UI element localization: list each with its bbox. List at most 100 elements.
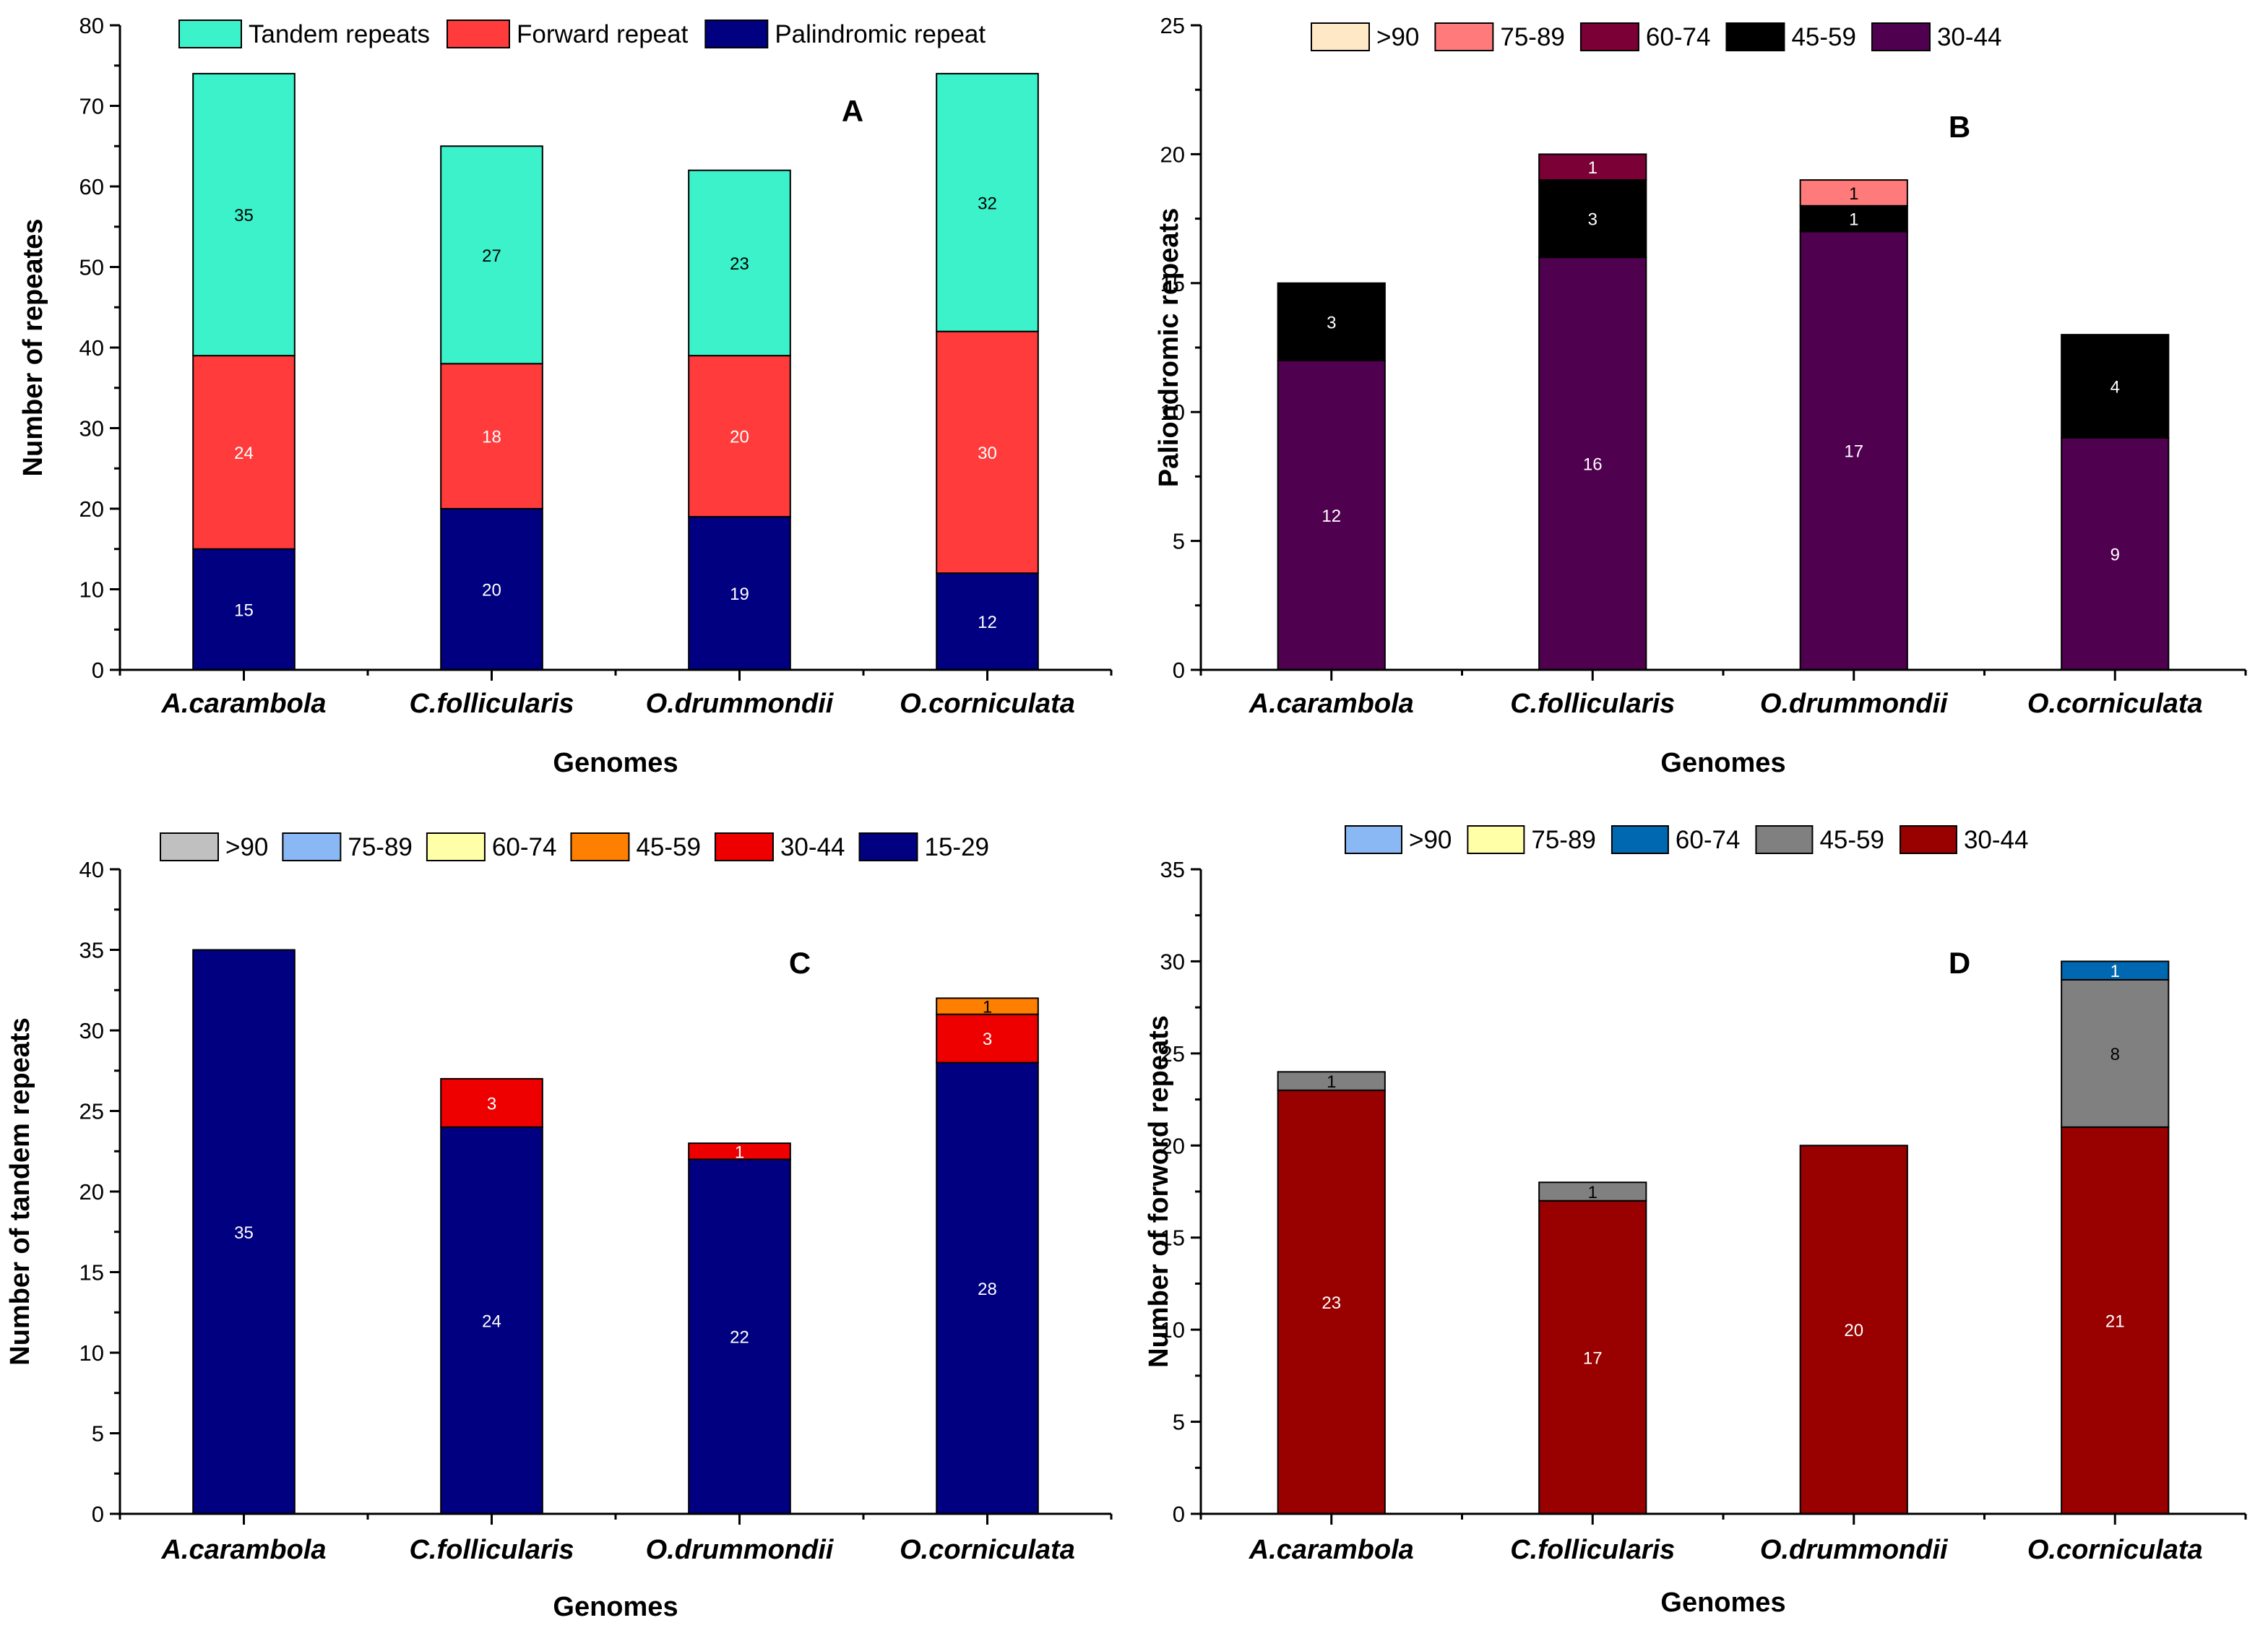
legend-swatch-15-29 — [858, 832, 918, 861]
y-tick-label: 25 — [1160, 13, 1185, 38]
bar-segment-30-44-o-corniculata — [2061, 1126, 2170, 1515]
data-label: 17 — [1844, 442, 1863, 462]
legend-swatch-palindromic-repeat — [704, 20, 769, 48]
x-tick-label-o-drummondii: O.drummondii — [646, 689, 835, 719]
data-label: 3 — [487, 1094, 496, 1114]
bar-segment-45-59-o-corniculata — [936, 997, 1039, 1015]
x-tick-label-a-carambola: A.carambola — [160, 689, 326, 719]
legend: >90 75-89 60-74 45-59 30-44 — [1311, 22, 2002, 51]
x-tick-label-o-corniculata: O.corniculata — [2027, 1535, 2203, 1565]
legend-swatch-90 — [160, 832, 219, 861]
legend-swatch-30-44 — [714, 832, 774, 861]
y-tick-label: 15 — [79, 1260, 104, 1285]
data-label: 12 — [978, 613, 997, 632]
legend-label-15-29: 15-29 — [925, 833, 990, 861]
y-tick-label: 0 — [1173, 658, 1185, 683]
data-label: 21 — [2105, 1311, 2125, 1331]
legend: >90 75-89 60-74 45-59 30-44 15-29 — [160, 832, 990, 861]
y-tick-label: 25 — [1160, 1041, 1185, 1067]
bar-segment-30-44-o-corniculata — [2061, 436, 2170, 671]
legend-label-tandem-repeats: Tandem repeats — [249, 20, 430, 48]
bar-segment-30-44-o-corniculata — [936, 1013, 1039, 1064]
bars: 35 24 22 28 3 1 3 1 — [192, 949, 1039, 1515]
y-tick-label: 30 — [1160, 949, 1185, 974]
data-label: 18 — [482, 428, 501, 447]
x-axis-title: Genomes — [553, 1592, 678, 1622]
bar-segment-30-44-c-follicularis — [440, 1077, 543, 1128]
panel-letter: C — [789, 946, 811, 980]
legend-swatch-30-44 — [1899, 825, 1957, 854]
bar-segment-tandem-repeats-a-carambola — [192, 72, 296, 357]
bar-segment-30-44-c-follicularis — [1538, 1199, 1647, 1515]
legend: Tandem repeats Forward repeat Palindromic … — [178, 20, 986, 48]
data-label: 24 — [234, 444, 254, 463]
bars: 15 20 19 12 24 18 20 30 35 27 23 32 — [192, 72, 1039, 671]
y-tick-label: 60 — [79, 174, 104, 199]
bar-segment-30-44-o-drummondii — [1799, 1145, 1908, 1515]
data-label: 12 — [1321, 507, 1341, 526]
legend-swatch-45-59 — [1755, 825, 1814, 854]
data-label: 35 — [234, 206, 254, 225]
panel-letter: D — [1949, 946, 1970, 980]
data-label: 3 — [1327, 313, 1336, 332]
legend-swatch-30-44 — [1871, 22, 1931, 51]
data-label: 9 — [2110, 545, 2120, 564]
bar-segment-60-74-o-corniculata — [2061, 960, 2170, 981]
legend-label-45-59: 45-59 — [1819, 826, 1884, 854]
bar-segment-palindromic-repeat-c-follicularis — [440, 508, 543, 671]
y-tick-label: 15 — [1160, 1226, 1185, 1251]
legend-label-90: >90 — [1409, 826, 1452, 854]
data-label: 20 — [1844, 1321, 1863, 1340]
bar-segment-45-59-a-carambola — [1277, 1071, 1386, 1091]
data-label: 23 — [1321, 1293, 1341, 1313]
y-tick-label: 20 — [1160, 1133, 1185, 1158]
panel-letter: A — [842, 94, 863, 128]
legend-label-75-89: 75-89 — [1500, 23, 1565, 51]
y-tick-label: 70 — [79, 94, 104, 119]
legend-label-30-44: 30-44 — [1964, 826, 2029, 854]
data-label: 28 — [978, 1280, 997, 1299]
bars: 23 17 20 21 1 1 8 1 — [1277, 960, 2170, 1515]
y-tick-label: 30 — [79, 1018, 104, 1043]
legend-swatch-75-89 — [1467, 825, 1525, 854]
y-axis-title: Number of forword repeats — [1144, 1015, 1174, 1368]
legend-label-30-44: 30-44 — [1937, 23, 2002, 51]
bar-segment-45-59-c-follicularis — [1538, 179, 1647, 259]
y-axis-title: Paliondromic repeats — [1154, 208, 1184, 487]
legend-swatch-75-89 — [1434, 22, 1494, 51]
bar-segment-30-44-o-drummondii — [1799, 231, 1908, 671]
bar-segment-forward-repeat-a-carambola — [192, 355, 296, 550]
data-label: 1 — [983, 998, 992, 1017]
y-tick-label: 35 — [1160, 857, 1185, 882]
data-label: 27 — [482, 246, 501, 266]
bar-segment-30-44-a-carambola — [1277, 359, 1386, 671]
data-label: 1 — [1588, 1183, 1597, 1202]
data-label: 24 — [482, 1311, 501, 1331]
bar-segment-45-59-c-follicularis — [1538, 1181, 1647, 1202]
legend-swatch-75-89 — [282, 832, 342, 861]
y-tick-label: 5 — [92, 1421, 104, 1447]
y-tick-label: 20 — [79, 1179, 104, 1205]
bar-segment-tandem-repeats-c-follicularis — [440, 145, 543, 365]
data-label: 1 — [735, 1142, 744, 1162]
y-tick-label: 5 — [1173, 529, 1185, 554]
y-tick-label: 0 — [1173, 1502, 1185, 1527]
legend-label-45-59: 45-59 — [636, 833, 701, 861]
data-label: 3 — [983, 1030, 992, 1049]
y-tick-label: 10 — [1160, 1317, 1185, 1343]
y-tick-label: 25 — [79, 1099, 104, 1124]
legend-label-30-44: 30-44 — [780, 833, 845, 861]
x-axis-title: Genomes — [1660, 1588, 1785, 1618]
x-axis-title: Genomes — [553, 748, 678, 778]
y-tick-label: 15 — [1160, 271, 1185, 296]
data-label: 8 — [2110, 1045, 2120, 1064]
data-label: 1 — [1327, 1072, 1336, 1092]
y-tick-label: 35 — [79, 938, 104, 963]
chart-panel-a: 15 20 19 12 24 18 20 30 35 27 23 32 0 10 20 30 40 50 60 70 8… — [18, 13, 1113, 778]
bar-segment-30-44-o-drummondii — [688, 1142, 791, 1160]
data-label: 20 — [482, 581, 501, 600]
data-label: 20 — [730, 428, 749, 447]
